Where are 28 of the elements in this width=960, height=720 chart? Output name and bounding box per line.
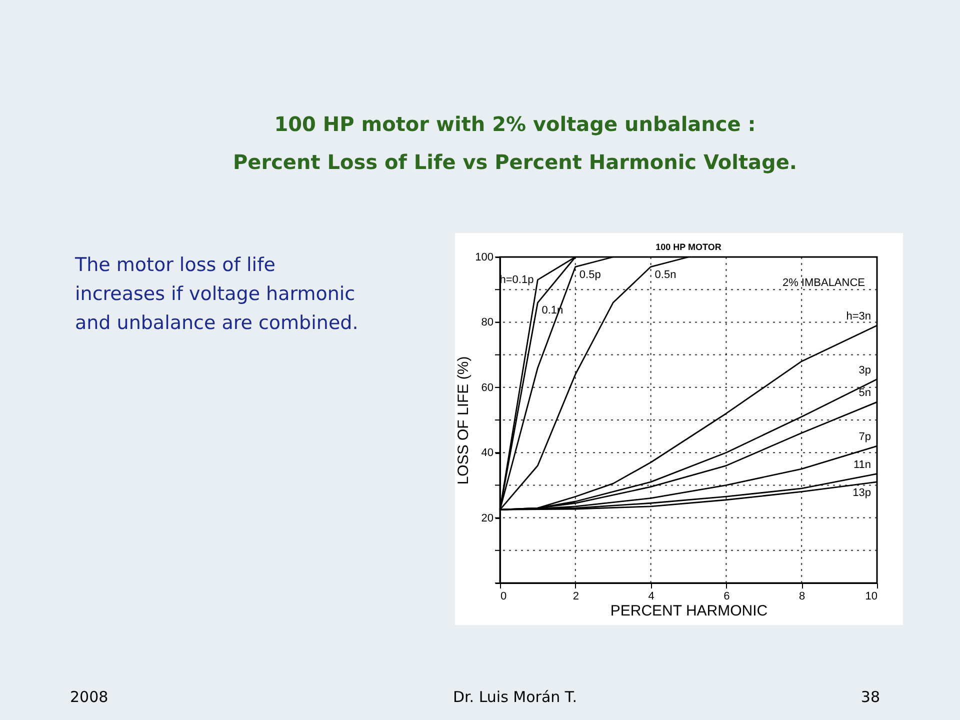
- series-label: h=3n: [846, 310, 871, 322]
- x-tick-label: 8: [799, 590, 806, 602]
- x-axis-title: PERCENT HARMONIC: [610, 602, 768, 620]
- series-label: 7p: [858, 431, 871, 444]
- text: The motor loss of life increases if voltage harmonic and unbalance are combined.: [74, 254, 358, 334]
- series-label: 11n: [853, 458, 871, 471]
- series-label: 0.5p: [579, 268, 601, 281]
- text: Dr. Luis Morán T.: [452, 688, 578, 706]
- series-label: 3p: [858, 364, 871, 376]
- x-tick-label: 2: [572, 590, 579, 602]
- annotation: 2% IMBALANCE: [782, 277, 865, 289]
- y-tick-label: 100: [475, 252, 494, 264]
- y-tick-label: 80: [481, 316, 494, 329]
- series-label: 13p: [852, 486, 871, 499]
- y-axis-title: LOSS OF LIFE (%): [455, 356, 472, 485]
- x-tick-label: 6: [724, 590, 730, 602]
- series-label: 5n: [858, 387, 871, 400]
- x-tick-label: 0: [500, 590, 507, 602]
- text: 2008: [70, 688, 108, 706]
- y-tick-label: 60: [481, 382, 494, 394]
- chart-title: 100 HP motor with 2% voltage unbalance : Percent Loss of Life vs Percent Harmonic Voltage.: [232, 112, 798, 174]
- series-label: 0.5n: [654, 268, 676, 281]
- y-tick-label: 40: [481, 447, 494, 460]
- y-tick-label: 20: [481, 512, 494, 524]
- text: 38: [860, 688, 880, 706]
- x-tick-label: 4: [648, 590, 654, 602]
- chart-subtitle: 100 HP MOTOR: [656, 242, 722, 252]
- x-tick-label: 10: [865, 590, 878, 602]
